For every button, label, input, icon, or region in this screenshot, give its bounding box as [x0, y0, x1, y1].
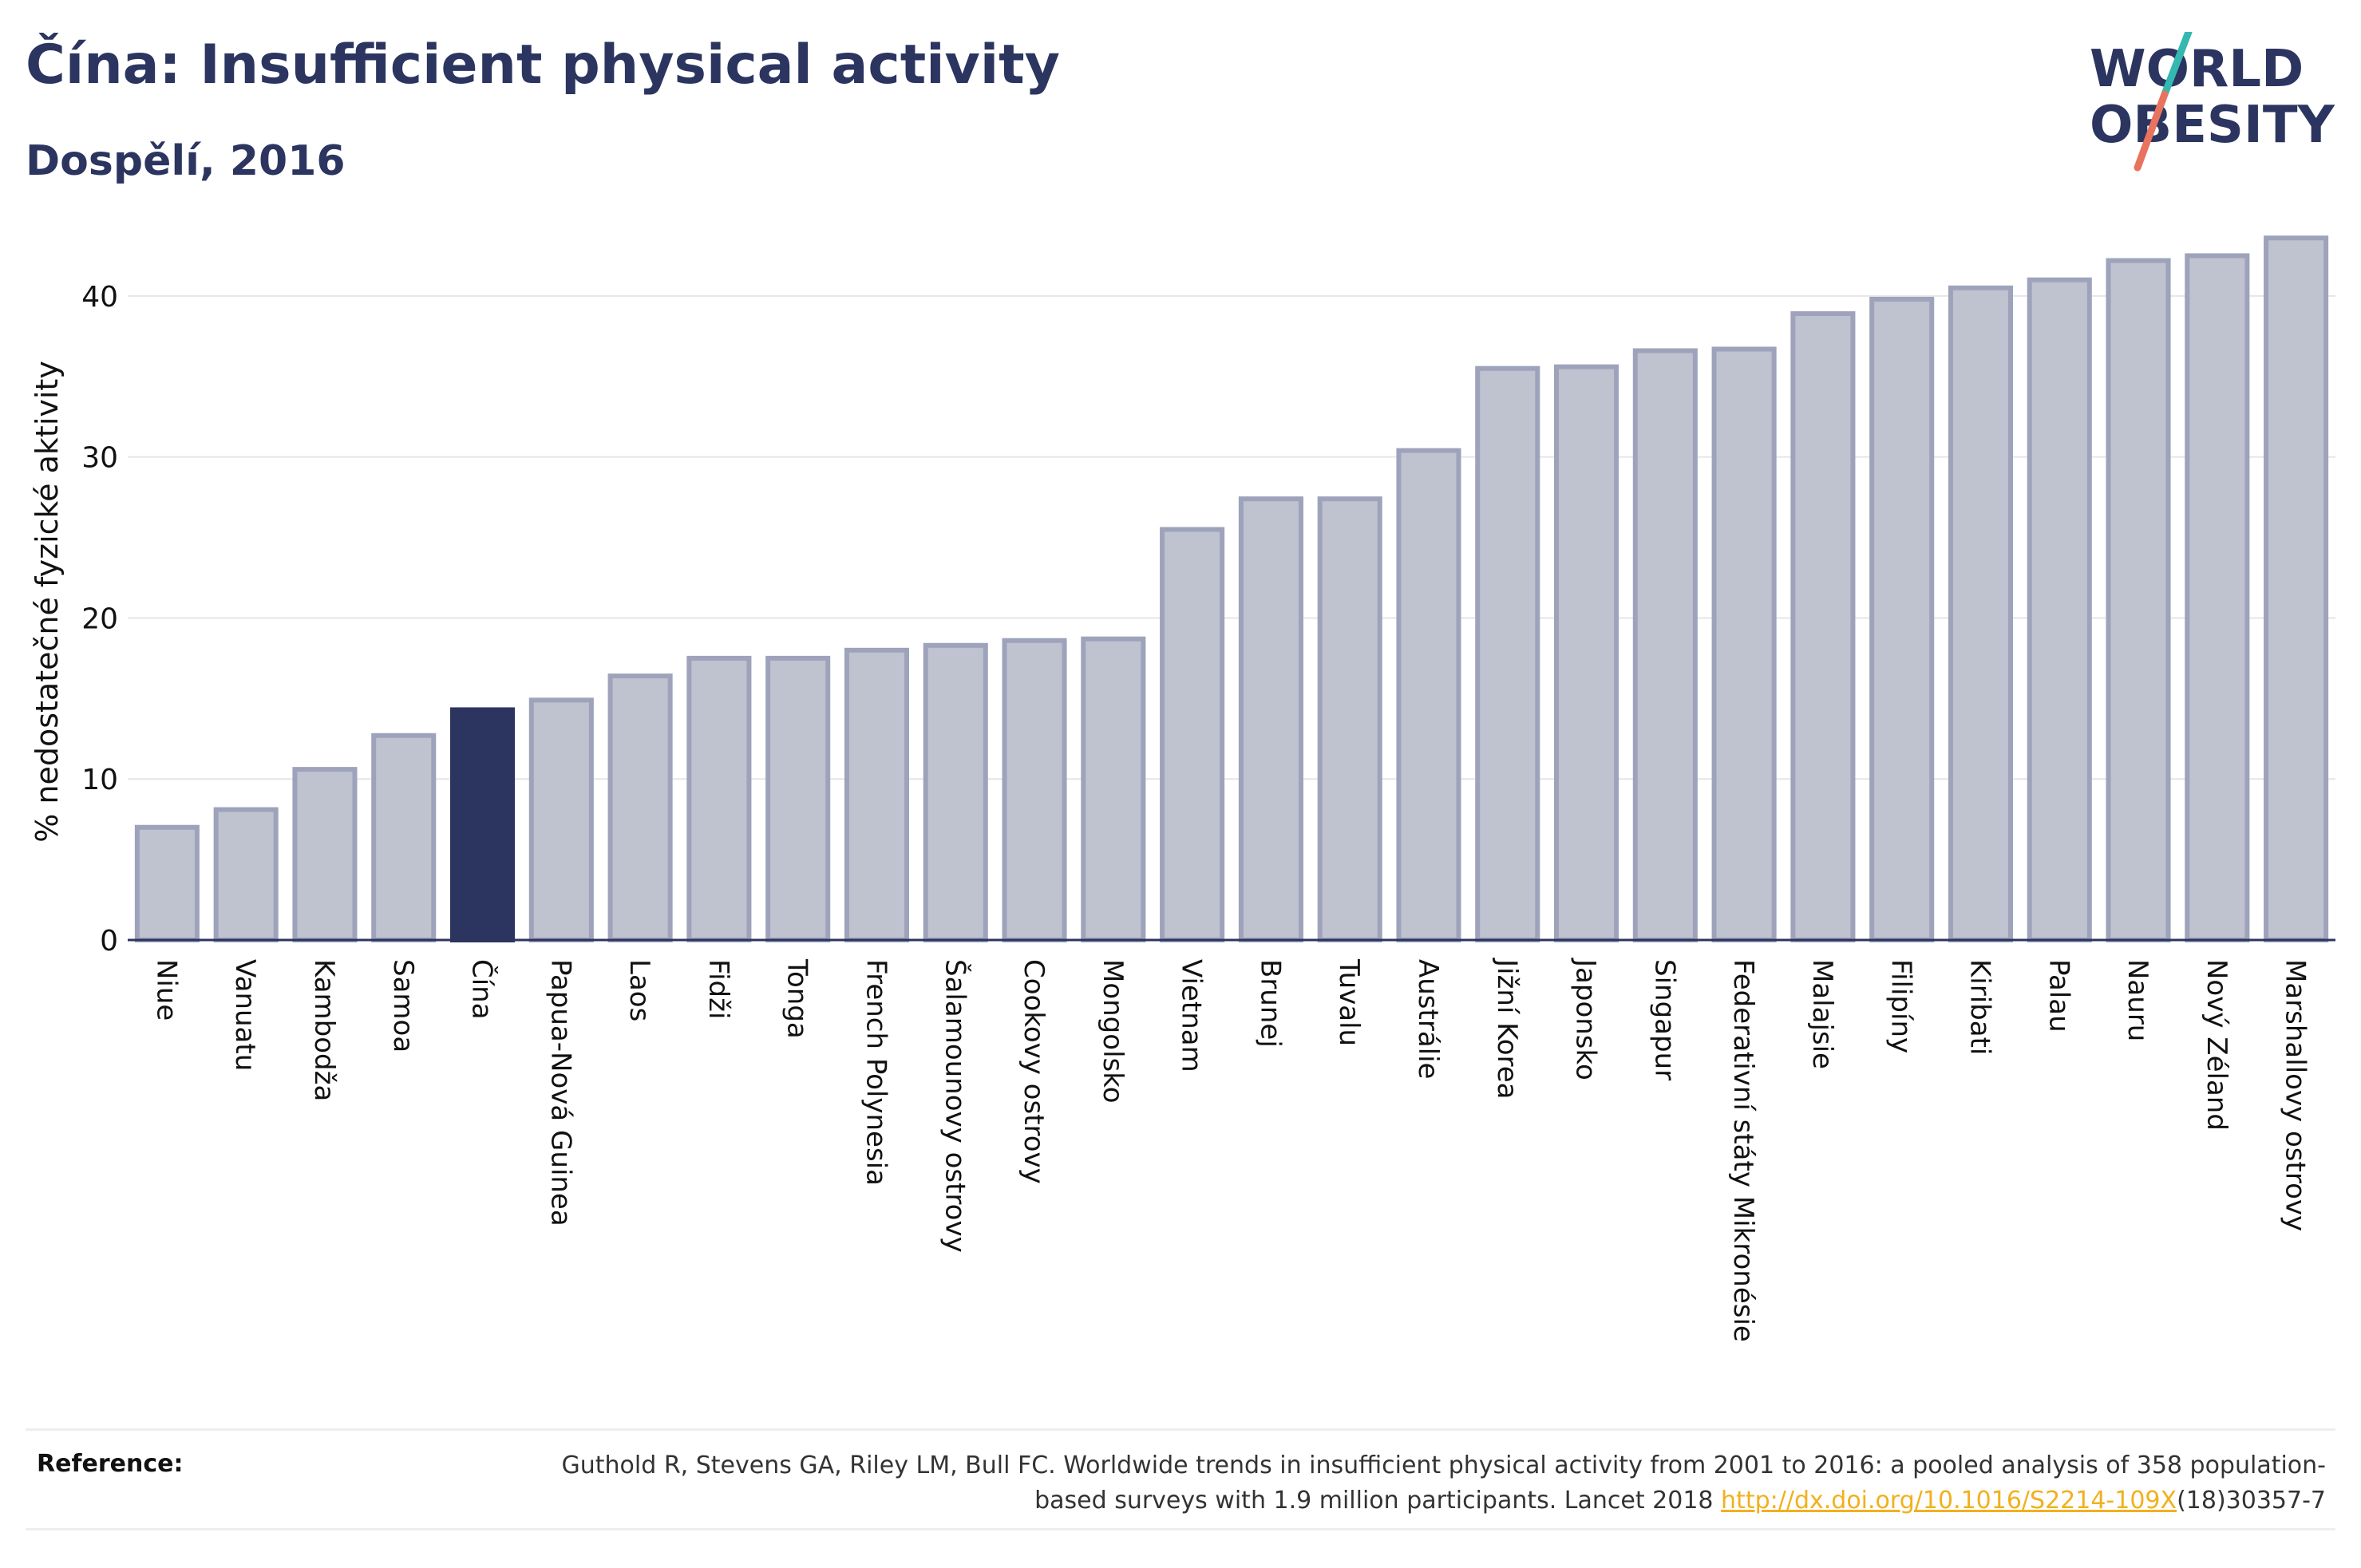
x-tick-label: Japonsko	[1570, 958, 1602, 1080]
x-tick-label: Filipíny	[1885, 959, 1917, 1053]
x-tick-label: Papua-Nová Guinea	[544, 959, 576, 1226]
reference-doi-link[interactable]: http://dx.doi.org/10.1016/S2214-109X	[1721, 1487, 2177, 1515]
bar-singapur[interactable]	[1632, 348, 1698, 942]
logo-text-obesity: OBESITY	[2090, 96, 2335, 155]
logo-slash-coral	[2134, 90, 2169, 172]
x-tick-label: Čína	[466, 959, 499, 1020]
reference-footer: Reference: Guthold R, Stevens GA, Riley …	[26, 1428, 2335, 1530]
bar-niue[interactable]	[134, 824, 200, 943]
y-tick-label: 10	[81, 764, 118, 796]
y-tick-label: 20	[81, 602, 118, 635]
x-tick-label: Brunej	[1254, 959, 1286, 1048]
x-tick-label: Kambodža	[308, 959, 340, 1101]
bar-papua-nová-guinea[interactable]	[528, 697, 594, 943]
bar-filipíny[interactable]	[1869, 296, 1935, 942]
bar-jižní-korea[interactable]	[1475, 365, 1540, 942]
bar-samoa[interactable]	[371, 733, 437, 943]
x-tick-label: Samoa	[387, 959, 419, 1053]
bar-japonsko[interactable]	[1553, 364, 1619, 943]
reference-label: Reference:	[37, 1450, 184, 1478]
x-tick-label: Šalamounovy ostrovy	[939, 959, 971, 1253]
y-tick-label: 30	[81, 442, 118, 475]
world-obesity-logo: WORLD OBESITY	[2090, 32, 2335, 172]
reference-citation: Guthold R, Stevens GA, Riley LM, Bull FC…	[561, 1451, 2326, 1515]
logo-slash-teal	[2161, 32, 2193, 98]
x-tick-label: Nauru	[2122, 959, 2153, 1041]
x-tick-label: Laos	[623, 959, 655, 1021]
x-tick-label: Tuvalu	[1333, 958, 1365, 1046]
x-tick-label: Singapur	[1648, 959, 1680, 1080]
y-tick-labels: 0 10 20 30 40	[81, 281, 118, 958]
x-tick-label: Mongolsko	[1097, 959, 1129, 1104]
x-tick-label: Palau	[2043, 959, 2074, 1033]
bar-tuvalu[interactable]	[1317, 496, 1382, 942]
x-tick-label: Malajsie	[1806, 959, 1838, 1069]
bar-palau[interactable]	[2027, 277, 2092, 942]
bar-vietnam[interactable]	[1160, 527, 1225, 942]
x-tick-labels: Niue Vanuatu Kambodža Samoa Čína Papua-Nová G…	[150, 958, 2311, 1342]
x-tick-label: Austrálie	[1412, 959, 1444, 1079]
bar-nový-zéland[interactable]	[2185, 253, 2250, 942]
chart-title: Čína: Insufficient physical activity	[26, 34, 1060, 97]
x-tick-label: Jižní Korea	[1491, 958, 1523, 1100]
x-tick-label: Federativní státy Mikronésie	[1727, 959, 1759, 1342]
bar-malajsie[interactable]	[1790, 311, 1856, 942]
y-axis-label: % nedostatečné fyzické aktivity	[30, 361, 65, 843]
x-tick-label: Tonga	[781, 958, 813, 1039]
bar-kiribati[interactable]	[1948, 285, 2014, 942]
x-tick-label: Niue	[150, 959, 182, 1021]
reference-citation-suffix: (18)30357-7	[2177, 1487, 2326, 1515]
logo-text-world: WORLD	[2090, 40, 2304, 99]
y-tick-label: 40	[81, 281, 118, 314]
bar-nauru[interactable]	[2106, 258, 2171, 942]
bar-cookovy-ostrovy[interactable]	[1002, 638, 1067, 943]
bar-chart: 0 10 20 30 40 Niue Vanuatu Kambodža Samoa Čína Pa…	[30, 235, 2335, 1342]
bar-fidži[interactable]	[686, 655, 752, 943]
bar-french-polynesia[interactable]	[844, 647, 910, 942]
bar-šalamounovy-ostrovy[interactable]	[923, 642, 988, 942]
bar-vanuatu[interactable]	[213, 807, 279, 942]
x-tick-label: Marshallovy ostrovy	[2280, 959, 2312, 1231]
bar-austrálie[interactable]	[1396, 448, 1461, 942]
x-tick-label: Cookovy ostrovy	[1018, 959, 1050, 1184]
bar-marshallovy-ostrovy[interactable]	[2264, 235, 2329, 942]
y-tick-label: 0	[100, 925, 118, 958]
reference-text: Guthold R, Stevens GA, Riley LM, Bull FC…	[490, 1448, 2326, 1519]
bar-mongolsko[interactable]	[1081, 636, 1146, 942]
chart-subtitle: Dospělí, 2016	[26, 137, 346, 185]
x-tick-label: Vietnam	[1176, 959, 1208, 1072]
x-tick-label: Kiribati	[1964, 959, 1995, 1055]
x-tick-label: Nový Zéland	[2201, 959, 2232, 1131]
x-tick-label: Vanuatu	[229, 959, 261, 1071]
bar-laos[interactable]	[607, 673, 673, 943]
x-tick-label: Fidži	[702, 959, 734, 1019]
bars	[134, 235, 2329, 943]
x-tick-label: French Polynesia	[860, 959, 892, 1186]
bar-tonga[interactable]	[765, 655, 831, 943]
bar-kambodža[interactable]	[292, 767, 358, 942]
bar-brunej[interactable]	[1238, 496, 1303, 942]
bar-federativní-státy-mikronésie[interactable]	[1711, 346, 1777, 942]
bar-čína[interactable]	[449, 707, 516, 942]
